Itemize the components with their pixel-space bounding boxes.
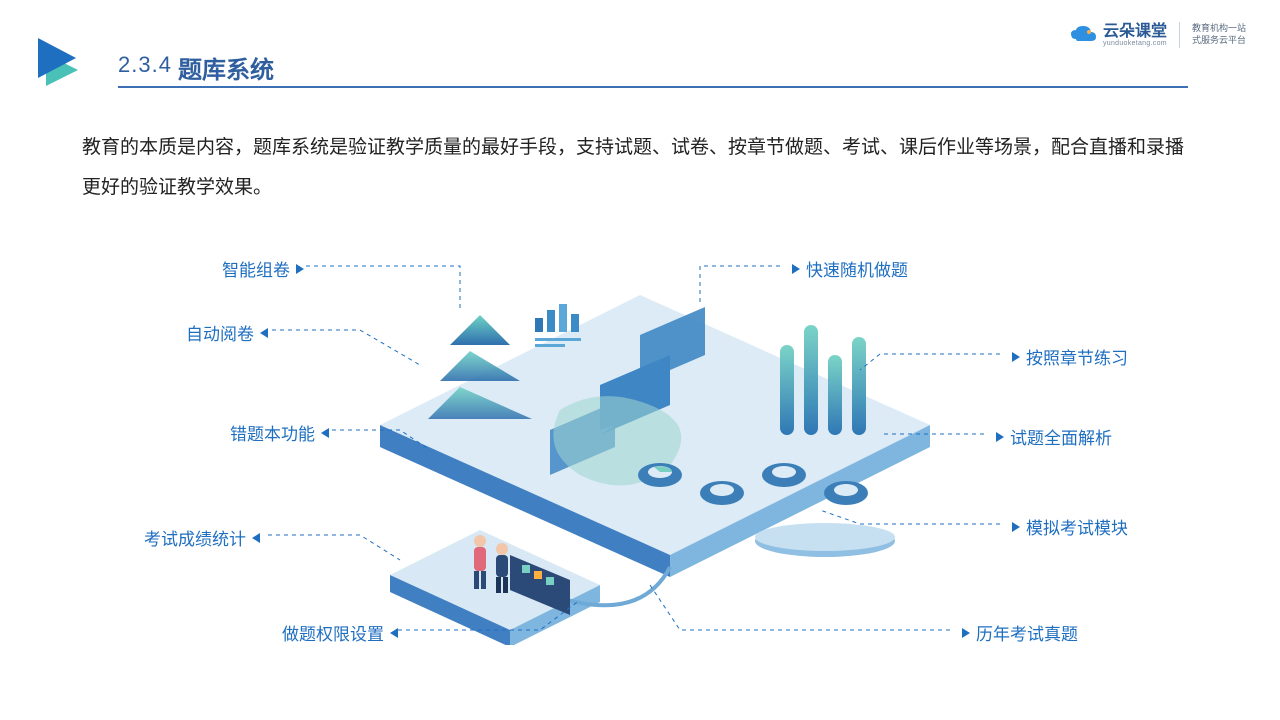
feature-right-2: 试题全面解析 bbox=[996, 424, 1112, 449]
feature-label: 做题权限设置 bbox=[282, 620, 384, 645]
title-underline bbox=[118, 86, 1188, 88]
section-number: 2.3.4 bbox=[118, 52, 172, 78]
brand-tagline-2: 式服务云平台 bbox=[1192, 35, 1246, 47]
feature-label: 智能组卷 bbox=[222, 256, 290, 281]
feature-left-4: 做题权限设置 bbox=[282, 620, 398, 645]
brand-logo: 云朵课堂 yunduoketang.com 教育机构一站 式服务云平台 bbox=[1069, 22, 1246, 48]
feature-label: 错题本功能 bbox=[230, 420, 315, 445]
chevron-right-icon bbox=[962, 628, 970, 638]
chevron-left-icon bbox=[252, 533, 260, 543]
chevron-right-icon bbox=[296, 264, 304, 274]
section-title: 题库系统 bbox=[178, 50, 274, 85]
connector-lines bbox=[0, 220, 1280, 690]
feature-right-4: 历年考试真题 bbox=[962, 620, 1078, 645]
chevron-left-icon bbox=[390, 628, 398, 638]
feature-left-1: 自动阅卷 bbox=[186, 320, 268, 345]
intro-paragraph: 教育的本质是内容，题库系统是验证教学质量的最好手段，支持试题、试卷、按章节做题、… bbox=[82, 128, 1202, 208]
chevron-right-icon bbox=[1012, 522, 1020, 532]
feature-diagram: 智能组卷 自动阅卷 错题本功能 考试成绩统计 做题权限设置 快速随机做题 按照章… bbox=[0, 220, 1280, 690]
brand-domain: yunduoketang.com bbox=[1103, 40, 1167, 47]
cloud-icon bbox=[1069, 25, 1097, 45]
feature-left-3: 考试成绩统计 bbox=[144, 525, 260, 550]
chevron-right-icon bbox=[1012, 352, 1020, 362]
logo-separator bbox=[1179, 22, 1180, 48]
feature-label: 试题全面解析 bbox=[1010, 424, 1112, 449]
feature-left-0: 智能组卷 bbox=[222, 256, 304, 281]
feature-left-2: 错题本功能 bbox=[230, 420, 329, 445]
brand-name: 云朵课堂 bbox=[1103, 24, 1167, 40]
feature-right-1: 按照章节练习 bbox=[1012, 344, 1128, 369]
feature-label: 历年考试真题 bbox=[976, 620, 1078, 645]
feature-right-3: 模拟考试模块 bbox=[1012, 514, 1128, 539]
header-play-icon bbox=[38, 36, 90, 88]
chevron-left-icon bbox=[321, 428, 329, 438]
feature-label: 考试成绩统计 bbox=[144, 525, 246, 550]
feature-label: 自动阅卷 bbox=[186, 320, 254, 345]
feature-label: 按照章节练习 bbox=[1026, 344, 1128, 369]
feature-label: 快速随机做题 bbox=[806, 256, 908, 281]
feature-right-0: 快速随机做题 bbox=[792, 256, 908, 281]
chevron-right-icon bbox=[792, 264, 800, 274]
chevron-right-icon bbox=[996, 432, 1004, 442]
chevron-left-icon bbox=[260, 328, 268, 338]
feature-label: 模拟考试模块 bbox=[1026, 514, 1128, 539]
brand-tagline-1: 教育机构一站 bbox=[1192, 23, 1246, 35]
